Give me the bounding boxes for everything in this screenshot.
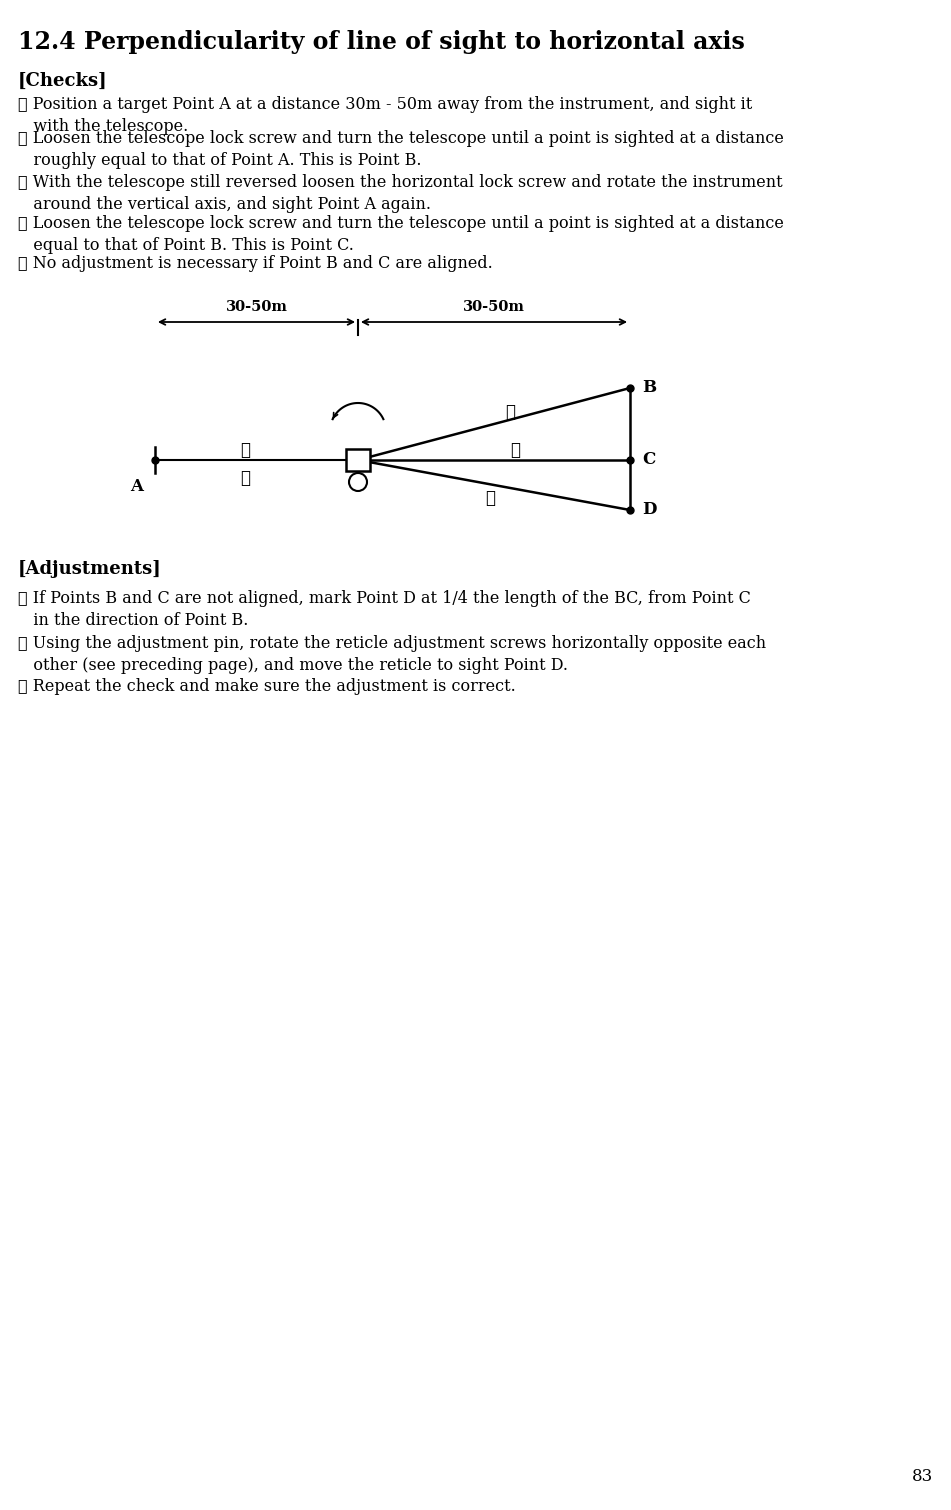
Text: [Checks]: [Checks]: [18, 72, 107, 91]
Text: ③: ③: [240, 470, 250, 486]
Text: B: B: [642, 379, 656, 397]
Text: ③ Repeat the check and make sure the adjustment is correct.: ③ Repeat the check and make sure the adj…: [18, 678, 515, 695]
Text: 30-50m: 30-50m: [463, 300, 525, 314]
Text: C: C: [642, 451, 655, 468]
Text: ①: ①: [240, 441, 250, 459]
Text: ④: ④: [485, 489, 495, 506]
FancyBboxPatch shape: [346, 448, 370, 471]
Text: ③ With the telescope still reversed loosen the horizontal lock screw and rotate : ③ With the telescope still reversed loos…: [18, 174, 783, 213]
Text: D: D: [642, 501, 656, 518]
Text: ②: ②: [510, 441, 520, 459]
Text: [Adjustments]: [Adjustments]: [18, 560, 162, 578]
Circle shape: [349, 473, 367, 491]
Text: 83: 83: [912, 1468, 933, 1484]
Text: A: A: [130, 479, 143, 495]
Text: ④ Loosen the telescope lock screw and turn the telescope until a point is sighte: ④ Loosen the telescope lock screw and tu…: [18, 214, 784, 254]
Text: ② Using the adjustment pin, rotate the reticle adjustment screws horizontally op: ② Using the adjustment pin, rotate the r…: [18, 636, 767, 673]
Text: ① Position a target Point A at a distance 30m - 50m away from the instrument, an: ① Position a target Point A at a distanc…: [18, 97, 752, 136]
Text: ⑤ No adjustment is necessary if Point B and C are aligned.: ⑤ No adjustment is necessary if Point B …: [18, 255, 493, 272]
Text: ②: ②: [505, 405, 515, 421]
Text: ① If Points B and C are not aligned, mark Point D at 1/4 the length of the BC, f: ① If Points B and C are not aligned, mar…: [18, 590, 751, 630]
Text: ② Loosen the telescope lock screw and turn the telescope until a point is sighte: ② Loosen the telescope lock screw and tu…: [18, 130, 784, 169]
Text: 12.4 Perpendicularity of line of sight to horizontal axis: 12.4 Perpendicularity of line of sight t…: [18, 30, 745, 54]
Text: 30-50m: 30-50m: [225, 300, 287, 314]
